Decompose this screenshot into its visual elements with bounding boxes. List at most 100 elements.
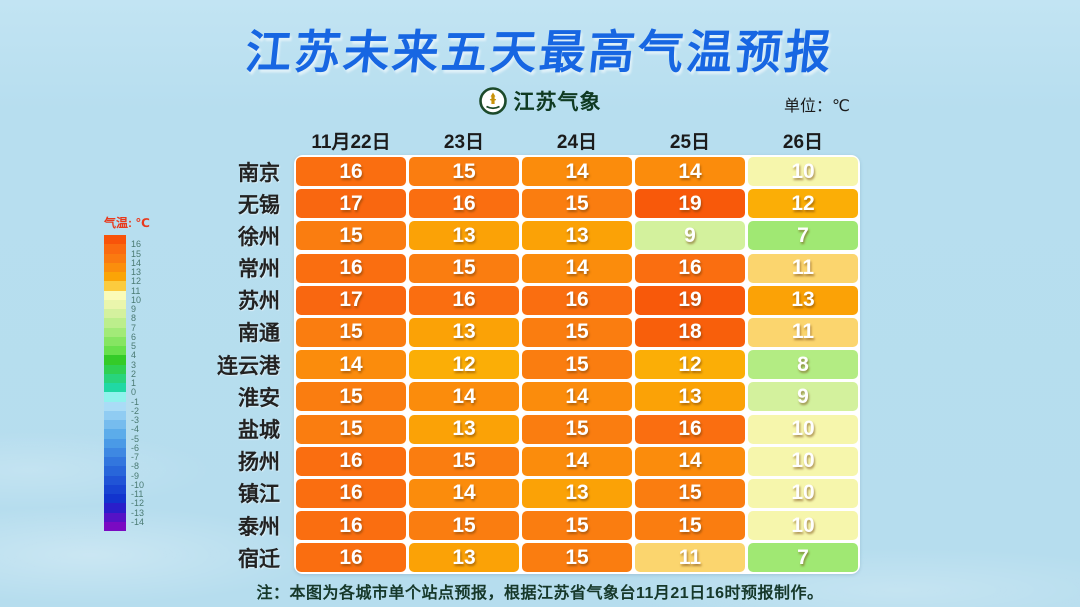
- legend-title: 气温: ℃: [104, 216, 150, 230]
- legend-tick-label: 0: [131, 387, 137, 398]
- legend-segment: 11: [104, 281, 140, 295]
- legend-tick-label: -7: [131, 452, 140, 462]
- legend-segment: -4: [104, 420, 139, 434]
- legend-tick-label: 5: [131, 341, 137, 351]
- legend-segment: -3: [104, 410, 139, 425]
- temperature-cell: 13: [522, 221, 632, 251]
- legend-segment: 1: [104, 373, 136, 388]
- legend-tick-label: -9: [131, 470, 140, 481]
- cells-grid: 16 15 14 14 10 17 16 15 19 12 15 13 13 9 7 16 15 14 16 11 17…: [296, 157, 858, 573]
- unit-label: 单位：℃: [784, 98, 850, 115]
- temperature-cell: 14: [409, 478, 519, 508]
- temperature-cell: 13: [409, 414, 519, 444]
- temperature-cell: 7: [748, 221, 858, 251]
- temperature-cell: 13: [409, 543, 519, 573]
- legend-segment: -14: [104, 512, 144, 526]
- temperature-cell: 14: [635, 157, 745, 186]
- temperature-cell: 17: [296, 285, 406, 315]
- temperature-cell: 14: [522, 253, 632, 283]
- legend-segment: 2: [104, 364, 136, 378]
- legend-segment: 3: [104, 355, 136, 369]
- column-header: 26日: [782, 132, 824, 153]
- legend-tick-label: -12: [131, 498, 145, 509]
- column-header: 23日: [443, 132, 485, 153]
- city-label: 宿迁: [238, 547, 280, 571]
- temperature-cell: 10: [748, 511, 858, 541]
- column-header: 25日: [669, 132, 711, 153]
- temperature-cell: 10: [748, 478, 858, 508]
- legend-segment: -13: [104, 503, 144, 517]
- legend-tick-label: -4: [131, 424, 140, 435]
- temperature-cell: 15: [409, 157, 519, 186]
- temperature-cell: 11: [635, 543, 745, 573]
- legend-tick-label: 6: [131, 331, 137, 342]
- temperature-cell: 12: [635, 350, 745, 380]
- legend-tick-label: 3: [131, 359, 137, 370]
- city-label: 无锡: [238, 193, 280, 217]
- legend-segment: 8: [104, 309, 136, 323]
- legend-segment: 7: [104, 318, 136, 332]
- legend-tick-label: -13: [131, 507, 145, 518]
- temperature-cell: 19: [635, 285, 745, 315]
- temperature-cell: 12: [409, 350, 519, 380]
- legend-segment: 10: [104, 290, 141, 304]
- legend-segment: 5: [104, 336, 136, 351]
- temperature-cell: 17: [296, 189, 406, 219]
- temperature-cell: 15: [522, 189, 632, 219]
- temperature-cell: 10: [748, 414, 858, 444]
- temperature-cell: 8: [748, 350, 858, 380]
- temperature-cell: 16: [296, 157, 406, 186]
- legend-tick-label: 7: [131, 322, 137, 333]
- temperature-cell: 16: [296, 543, 406, 573]
- legend-tick-label: 16: [131, 239, 142, 250]
- legend-segment: -10: [104, 475, 144, 489]
- brand-bar: 江苏气象: [0, 86, 1080, 116]
- brand-name: 江苏气象: [513, 91, 602, 114]
- city-column: 南京 无锡 徐州 常州 苏州 南通 连云港 淮安 盐城 扬州 镇江 泰州 宿迁: [170, 155, 294, 575]
- temperature-cell: 16: [635, 414, 745, 444]
- legend-tick-label: -2: [131, 405, 140, 416]
- temperature-cell: 11: [748, 253, 858, 283]
- temperature-cell: 15: [635, 511, 745, 541]
- city-label: 泰州: [238, 515, 280, 539]
- temperature-legend: 气温: ℃ 16 15 14 13 12 11 10 9 8 7 6 5 4 3 2 1 0 -1 -2 -3 -4 -5…: [104, 214, 150, 531]
- legend-segment: 4: [104, 346, 136, 360]
- temperature-cell: 15: [409, 253, 519, 283]
- legend-segment: -11: [104, 484, 143, 499]
- temperature-cell: 11: [748, 317, 858, 347]
- legend-tick-label: -8: [131, 461, 140, 472]
- temperature-cell: 15: [522, 317, 632, 347]
- temperature-cell: 14: [296, 350, 406, 380]
- legend-tick-label: -1: [131, 396, 140, 407]
- legend-tick-label: -10: [131, 479, 145, 490]
- legend-colorbar: 16 15 14 13 12 11 10 9 8 7 6 5 4 3 2 1 0 -1 -2 -3 -4 -5 -6 -7 -8…: [104, 235, 144, 531]
- temperature-cell: 16: [296, 478, 406, 508]
- legend-segment: -8: [104, 457, 139, 471]
- footer-note: 注：本图为各城市单个站点预报，根据江苏省气象台11月21日16时预报制作。: [256, 585, 824, 602]
- temperature-cell: 16: [296, 511, 406, 541]
- city-label: 镇江: [238, 483, 280, 507]
- legend-segment: -7: [104, 447, 139, 462]
- legend-segment: 16: [104, 235, 141, 249]
- temperature-cell: 14: [522, 446, 632, 476]
- temperature-cell: 15: [522, 350, 632, 380]
- temperature-cell: 9: [748, 382, 858, 412]
- cells-grid-wrap: 16 15 14 14 10 17 16 15 19 12 15 13 13 9 7 16 15 14 16 11 17…: [294, 155, 860, 575]
- temperature-cell: 16: [296, 253, 406, 283]
- jiangsu-meteorology-logo-icon: [478, 87, 507, 115]
- city-label: 常州: [238, 258, 280, 282]
- legend-tick-label: 11: [131, 285, 141, 296]
- legend-tick-label: 15: [131, 248, 142, 259]
- city-label: 盐城: [238, 419, 280, 442]
- temperature-cell: 16: [296, 446, 406, 476]
- temperature-cell: 15: [522, 543, 632, 573]
- city-label: 南京: [238, 161, 280, 185]
- temperature-cell: 18: [635, 317, 745, 347]
- temperature-cell: 14: [522, 382, 632, 412]
- temperature-cell: 15: [635, 478, 745, 508]
- legend-tick-label: 12: [131, 276, 142, 287]
- temperature-cell: 13: [522, 478, 632, 508]
- temperature-cell: 15: [522, 414, 632, 444]
- temperature-cell: 16: [409, 285, 519, 315]
- legend-tick-label: -5: [131, 433, 140, 444]
